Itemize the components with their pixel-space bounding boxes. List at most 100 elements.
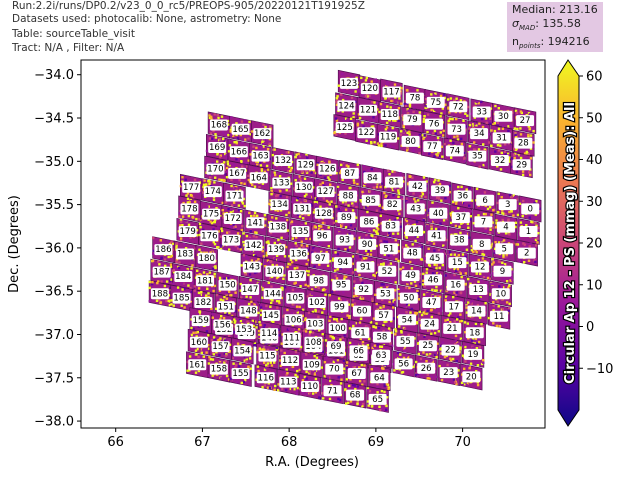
run-info: Run:2.2i/runs/DP0.2/v23_0_0_rc5/PREOPS-9…: [12, 0, 365, 12]
patch-label-bg: [282, 332, 301, 344]
patch-label: 51: [383, 244, 394, 254]
patch-label: 19: [468, 350, 479, 360]
patch-label-bg: [347, 367, 366, 379]
patch-label: 100: [330, 324, 346, 334]
patch-label-bg: [378, 265, 397, 277]
patch-label-bg: [223, 212, 242, 224]
patch-label-bg: [512, 159, 531, 171]
patch-label-bg: [152, 266, 171, 278]
patch-label-bg: [465, 327, 484, 339]
patch-label: 44: [409, 226, 420, 236]
patch-label-bg: [249, 172, 268, 184]
x-tick-label: 66: [107, 435, 124, 450]
patch-label-bg: [468, 150, 487, 162]
patch-label: 87: [344, 169, 355, 179]
patch-label-bg: [265, 265, 284, 277]
patch-label-bg: [368, 393, 387, 405]
patch-label: 88: [343, 191, 354, 201]
patch-label: 128: [316, 209, 332, 219]
patch-label: 3: [505, 200, 510, 210]
patch-label: 76: [429, 120, 440, 130]
patch-label-bg: [424, 118, 443, 130]
datasets-info: Datasets used: photocalib: None, astrome…: [12, 13, 282, 25]
patch-label: 39: [435, 186, 446, 196]
patch-label-bg: [287, 270, 306, 282]
patch-label: 154: [234, 346, 250, 356]
patch-label: 34: [474, 129, 485, 139]
patch-label-bg: [284, 314, 303, 326]
patch-label: 126: [319, 165, 335, 175]
patch-label: 175: [203, 210, 219, 220]
patch-label-bg: [263, 288, 282, 300]
stats-box: Median: 213.16 σMAD: 135.58 npoints: 194…: [507, 2, 603, 52]
patch-label-bg: [268, 221, 287, 233]
patch-label-bg: [328, 322, 347, 334]
patch-label: 183: [177, 249, 193, 259]
patch-label: 155: [232, 369, 248, 379]
patch-label-bg: [439, 367, 458, 379]
patch-label: 24: [424, 320, 435, 330]
patch-label: 41: [431, 231, 442, 241]
y-tick-label: −38.0: [34, 415, 74, 430]
patch-label-bg: [267, 244, 286, 256]
patch-label-bg: [182, 181, 201, 193]
patch-label: 184: [175, 272, 191, 282]
patch-label-bg: [490, 310, 509, 322]
patch-label: 145: [263, 311, 279, 321]
patch-label-bg: [357, 127, 376, 139]
colorbar-tick-label: 10: [586, 278, 603, 293]
patch-label: 180: [199, 254, 215, 264]
patch-label: 135: [292, 227, 308, 237]
patch-label-bg: [358, 238, 377, 250]
patch-label-bg: [302, 359, 321, 371]
patch-label-bg: [451, 212, 470, 224]
patch-label-bg: [176, 248, 195, 260]
patch-label-bg: [258, 350, 277, 362]
patch-label-bg: [418, 340, 437, 352]
patch-label-bg: [514, 137, 533, 149]
patch-label: 23: [443, 368, 454, 378]
patch-label: 93: [339, 236, 350, 246]
patch-label: 159: [192, 316, 208, 326]
patch-label-bg: [211, 341, 230, 353]
patch-label-bg: [335, 122, 354, 134]
patch-label: 98: [313, 276, 324, 286]
patch-label: 171: [226, 191, 242, 201]
patch-label-bg: [300, 380, 319, 392]
y-tick-label: −36.5: [34, 285, 74, 300]
patch-label-bg: [498, 199, 517, 211]
patch-label-bg: [307, 296, 326, 308]
patch-label-bg: [335, 234, 354, 246]
patch-label: 81: [389, 178, 400, 188]
patch-label: 57: [378, 311, 389, 321]
patch-label-bg: [253, 128, 272, 140]
patch-label: 153: [236, 325, 252, 335]
patch-label: 15: [452, 258, 463, 268]
patch-label-bg: [260, 328, 279, 340]
y-tick-label: −36.0: [34, 241, 74, 256]
patch-label: 132: [275, 156, 291, 166]
patch-label-bg: [379, 243, 398, 255]
patch-label: 56: [398, 359, 409, 369]
patch-label: 21: [447, 324, 458, 334]
patch-label-bg: [178, 225, 197, 237]
patch-label-bg: [441, 344, 460, 356]
patch-label-bg: [394, 358, 413, 370]
patch-label-bg: [216, 301, 235, 313]
patch-label-bg: [449, 101, 468, 113]
patch-label: 142: [245, 241, 261, 251]
patch-label-bg: [359, 216, 378, 228]
patch-label-bg: [376, 288, 395, 300]
patch-label: 122: [358, 128, 374, 138]
patch-label: 147: [242, 285, 258, 295]
patch-label: 144: [264, 289, 280, 299]
patch-label-bg: [467, 305, 486, 317]
patch-label-bg: [326, 341, 345, 353]
patch-label-bg: [406, 203, 425, 215]
patch-label: 169: [209, 143, 225, 153]
patch-label-bg: [286, 292, 305, 304]
patch-label: 54: [402, 315, 413, 325]
patch-label-bg: [351, 327, 370, 339]
patch-label-bg: [464, 348, 483, 360]
patch-label-bg: [222, 234, 241, 246]
